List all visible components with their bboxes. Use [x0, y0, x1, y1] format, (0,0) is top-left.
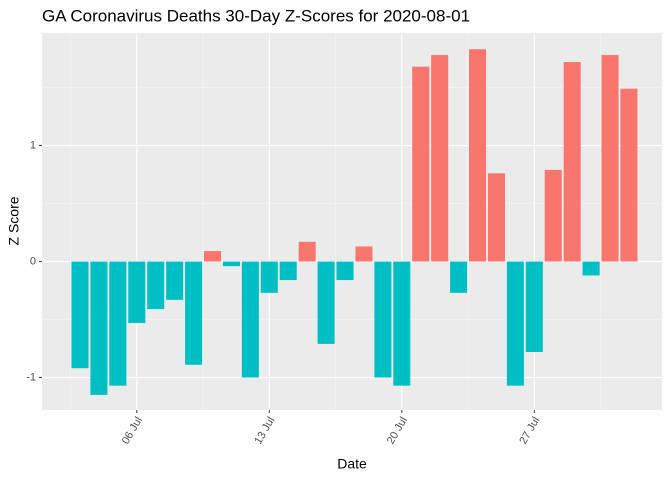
bar [431, 55, 449, 262]
chart-title: GA Coronavirus Deaths 30-Day Z-Scores fo… [42, 6, 470, 25]
bar [525, 261, 543, 352]
bar [487, 173, 505, 262]
bar [412, 66, 430, 262]
bar [147, 261, 165, 310]
bar [71, 261, 89, 369]
y-tick-label: 1 [30, 139, 36, 151]
x-axis-label: Date [337, 456, 367, 472]
bar [185, 261, 203, 365]
bar [336, 261, 354, 281]
bar [374, 261, 392, 378]
bar [90, 261, 108, 395]
x-tick-label: 06 Jul [120, 415, 145, 446]
bar [298, 241, 316, 262]
x-tick-label: 13 Jul [252, 415, 277, 446]
bar [279, 261, 297, 281]
y-axis-label: Z Score [6, 196, 22, 245]
bar [355, 246, 373, 262]
bar [582, 261, 600, 276]
bar [128, 261, 146, 323]
y-tick-label: -1 [26, 371, 36, 383]
bar [506, 261, 524, 386]
bar [203, 251, 222, 262]
bar [166, 261, 184, 300]
x-tick-label: 20 Jul [385, 415, 410, 446]
bar [241, 261, 259, 378]
bar [317, 261, 335, 344]
bar [601, 55, 619, 262]
bar [393, 261, 411, 386]
bar [109, 261, 127, 386]
bar [563, 62, 581, 262]
x-tick-label: 27 Jul [517, 415, 542, 446]
bar [469, 49, 487, 262]
bar [620, 88, 638, 262]
bar [544, 169, 562, 262]
bar [260, 261, 278, 293]
bar [450, 261, 468, 293]
y-tick-label: 0 [30, 255, 36, 267]
bar [222, 261, 240, 267]
